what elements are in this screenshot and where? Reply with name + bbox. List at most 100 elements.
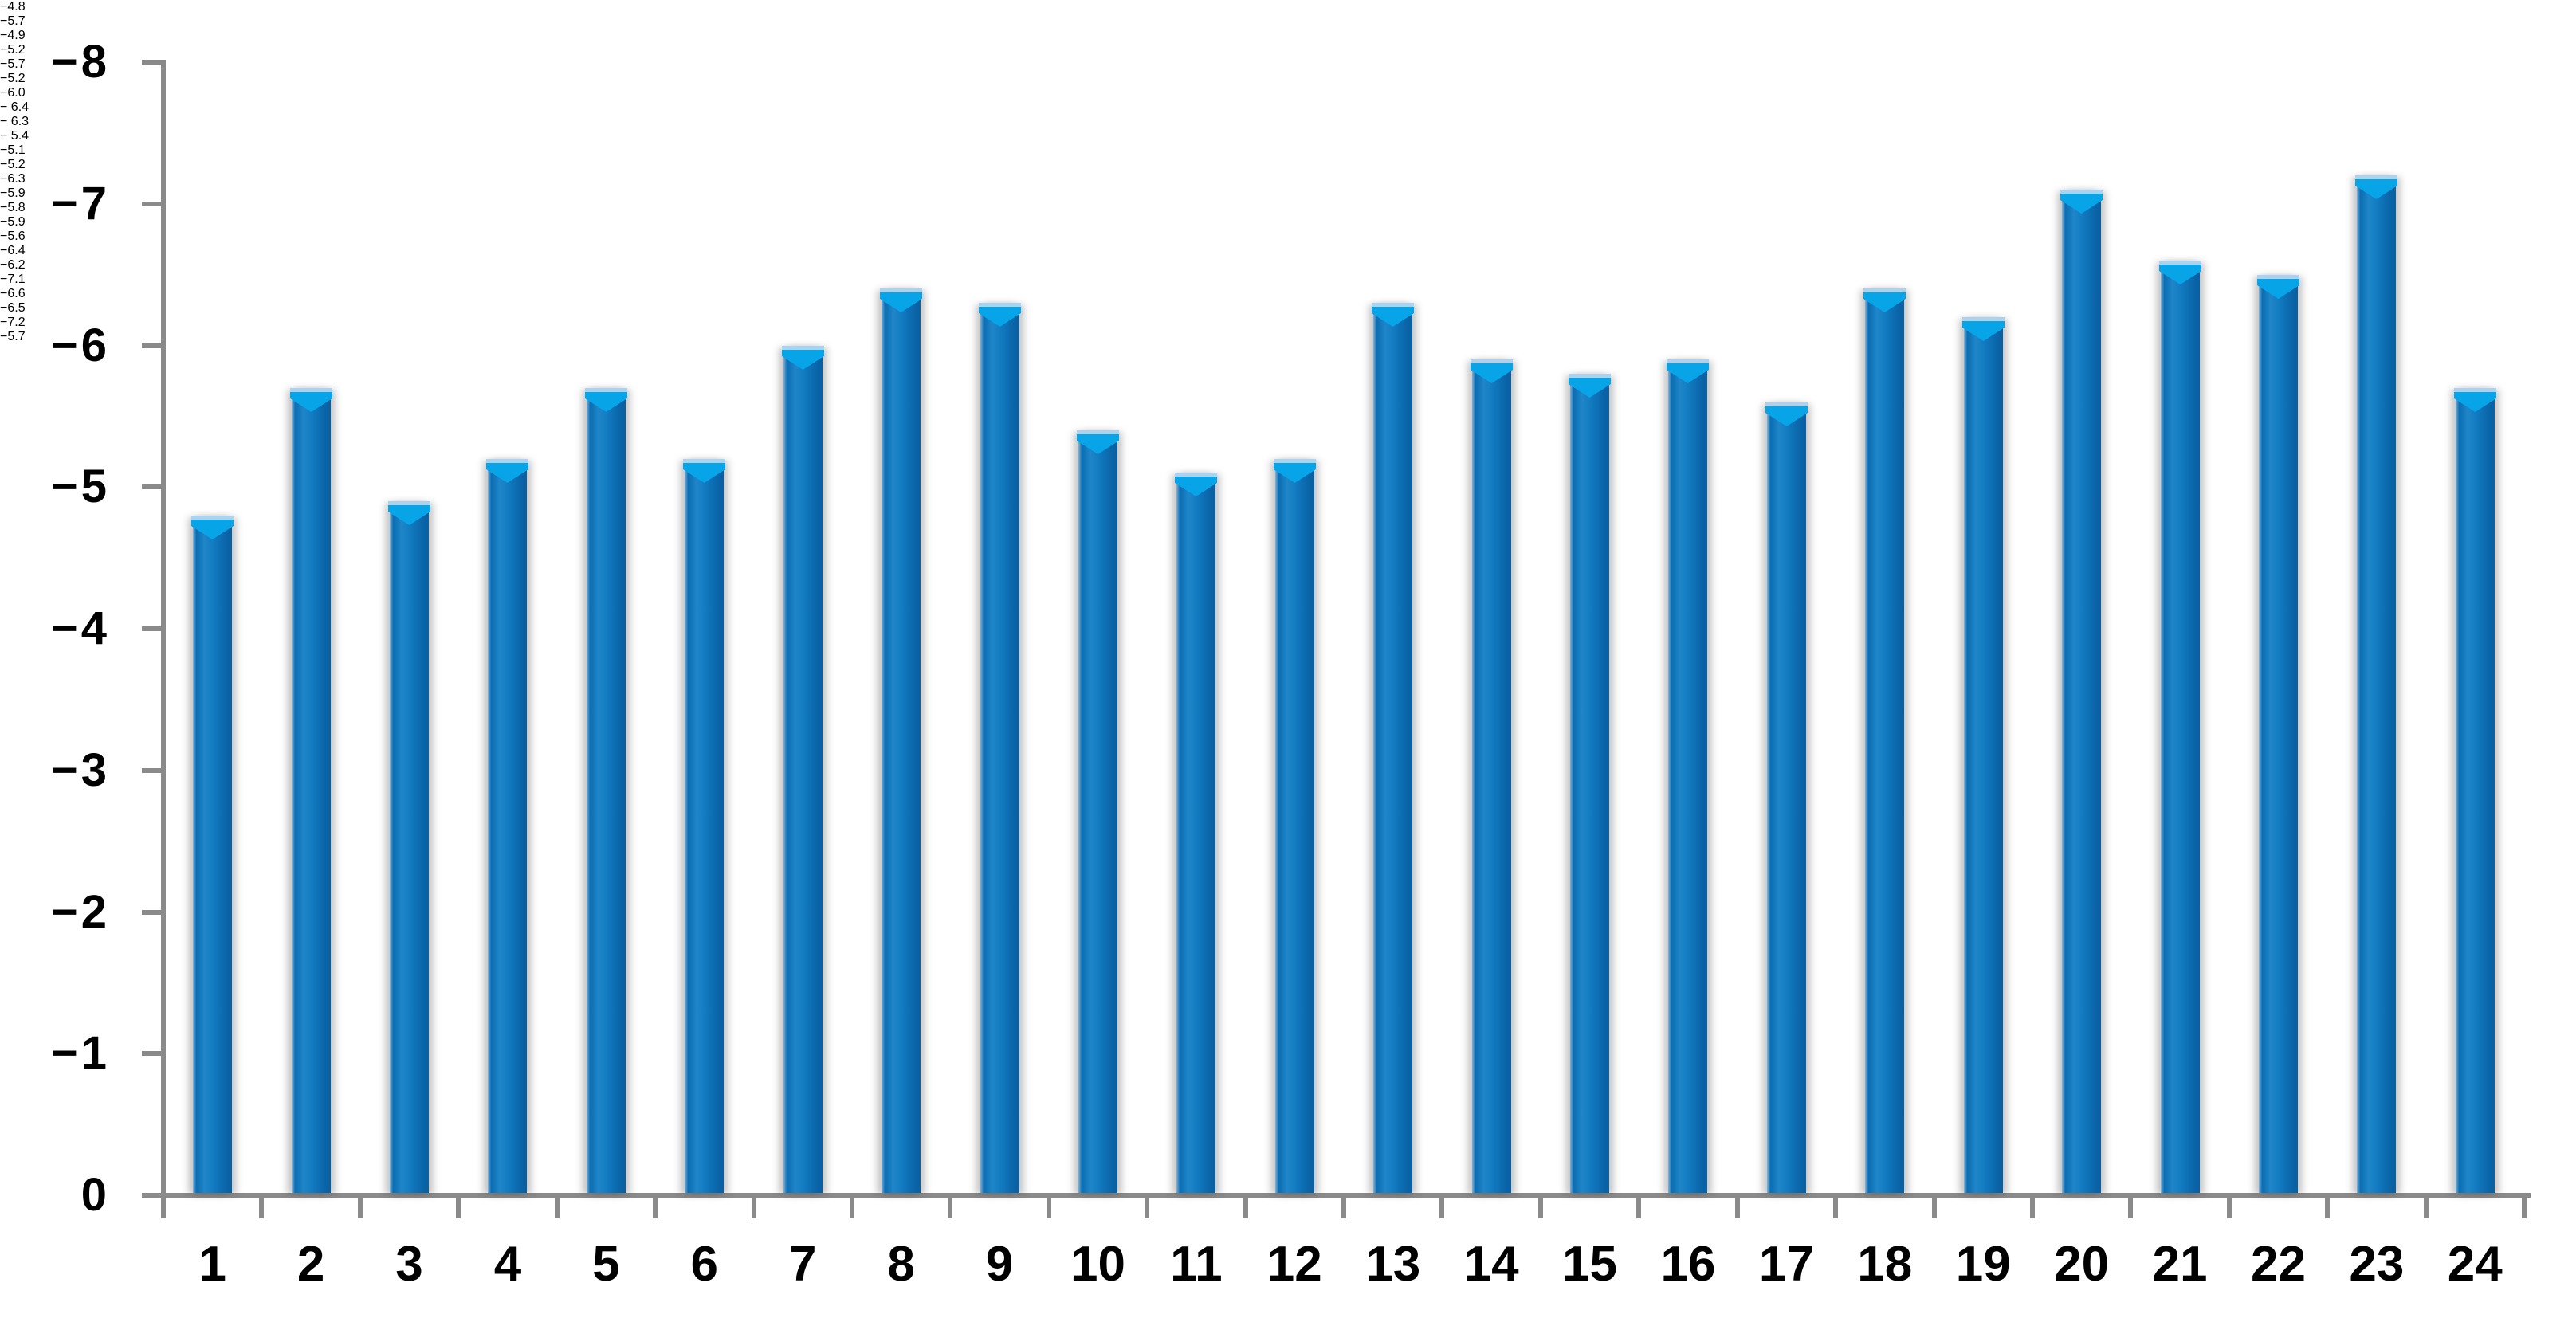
bar-cap xyxy=(781,345,824,370)
bar-value-label: −5.7 xyxy=(0,14,26,28)
y-tick xyxy=(142,909,164,915)
bar-value-label: −5.1 xyxy=(0,143,26,157)
bar xyxy=(1667,359,1710,1193)
bar-value-label: −5.9 xyxy=(0,186,26,200)
bar-value-label: −5.8 xyxy=(0,201,26,214)
x-tick xyxy=(2029,1198,2035,1218)
x-tick xyxy=(1439,1198,1445,1218)
x-tick xyxy=(751,1198,756,1218)
x-tick-label: 6 xyxy=(690,1237,719,1292)
x-tick-label: 10 xyxy=(1070,1237,1125,1292)
y-tick-label: −4 xyxy=(50,602,110,654)
x-tick xyxy=(2226,1198,2232,1218)
y-tick xyxy=(142,767,164,773)
x-tick xyxy=(456,1198,461,1218)
bar-value-label: −6.4 xyxy=(0,244,26,257)
bar-value-label: −4.9 xyxy=(0,29,26,42)
x-tick xyxy=(1341,1198,1346,1218)
y-tick-label: 0 xyxy=(80,1169,110,1221)
x-tick xyxy=(1931,1198,1937,1218)
bar-cap xyxy=(289,387,332,412)
x-tick xyxy=(2423,1198,2429,1218)
bar-cap xyxy=(2060,189,2103,214)
x-tick-label: 18 xyxy=(1857,1237,1913,1292)
bar xyxy=(2256,274,2299,1193)
x-tick xyxy=(2522,1198,2527,1218)
bar xyxy=(683,458,726,1193)
x-tick xyxy=(1833,1198,1839,1218)
bar xyxy=(1569,374,1612,1193)
bar-cap xyxy=(2453,387,2496,412)
bar xyxy=(1470,359,1513,1193)
bar xyxy=(1863,288,1906,1193)
bar-cap xyxy=(880,288,923,313)
bar xyxy=(1076,430,1119,1193)
x-tick-label: 17 xyxy=(1758,1237,1814,1292)
bar-cap xyxy=(191,515,234,539)
y-tick-label: −8 xyxy=(50,36,110,88)
plot-area: 0 −1 −2 −3 −4 −5 −6 −7 −8 −4.8 1 −5.7 2 −4.9 3 −5.2 4 −5.… xyxy=(0,0,2576,1292)
x-tick-label: 16 xyxy=(1660,1237,1716,1292)
bar-value-label: −5.2 xyxy=(0,72,26,85)
bar xyxy=(978,303,1021,1193)
y-tick xyxy=(142,60,164,65)
bar-cap xyxy=(978,303,1021,328)
x-tick-label: 5 xyxy=(592,1237,620,1292)
x-tick xyxy=(259,1198,265,1218)
bar xyxy=(584,387,627,1193)
y-tick xyxy=(142,1193,164,1198)
bar xyxy=(486,458,529,1193)
bar xyxy=(781,345,824,1193)
bar-value-label: − 6.4 xyxy=(0,100,29,114)
bar-value-label: −4.8 xyxy=(0,0,26,14)
x-tick xyxy=(948,1198,953,1218)
x-tick-label: 1 xyxy=(198,1237,226,1292)
bar-value-label: − 5.4 xyxy=(0,129,29,143)
bar-cap xyxy=(1569,374,1612,398)
bar xyxy=(191,515,234,1193)
x-tick-label: 22 xyxy=(2250,1237,2306,1292)
x-tick xyxy=(653,1198,658,1218)
bar-cap xyxy=(1863,288,1906,313)
bar xyxy=(2060,189,2103,1193)
x-tick xyxy=(2128,1198,2134,1218)
bar-cap xyxy=(1273,458,1316,483)
x-tick xyxy=(1145,1198,1150,1218)
bar-cap xyxy=(584,387,627,412)
bar-cap xyxy=(683,458,726,483)
y-tick xyxy=(142,626,164,631)
bar xyxy=(1175,473,1218,1193)
x-tick-label: 20 xyxy=(2054,1237,2110,1292)
x-tick xyxy=(357,1198,363,1218)
x-tick-label: 7 xyxy=(788,1237,817,1292)
x-tick-label: 4 xyxy=(493,1237,522,1292)
x-tick xyxy=(554,1198,560,1218)
bar-cap xyxy=(1961,316,2005,341)
bar-cap xyxy=(1765,402,1808,426)
y-tick xyxy=(142,201,164,206)
bar-cap xyxy=(388,501,431,526)
x-tick xyxy=(1734,1198,1740,1218)
x-tick-label: 24 xyxy=(2447,1237,2503,1292)
bar xyxy=(880,288,923,1193)
bar-value-label: −5.9 xyxy=(0,215,26,229)
bar-value-label: −5.2 xyxy=(0,158,26,171)
bar-cap xyxy=(2256,274,2299,299)
bar xyxy=(1273,458,1316,1193)
x-tick-label: 21 xyxy=(2152,1237,2208,1292)
x-tick-label: 12 xyxy=(1266,1237,1322,1292)
bar xyxy=(2158,260,2201,1193)
x-tick-label: 19 xyxy=(1955,1237,2011,1292)
y-tick-label: −6 xyxy=(50,319,110,371)
x-tick xyxy=(2325,1198,2331,1218)
bar-value-label: −6.3 xyxy=(0,172,26,186)
bar-cap xyxy=(1372,303,1415,328)
bar-value-label: −7.1 xyxy=(0,273,26,286)
bar-cap xyxy=(1076,430,1119,455)
x-tick xyxy=(1636,1198,1642,1218)
x-tick-label: 2 xyxy=(296,1237,325,1292)
bar-cap xyxy=(2355,175,2398,200)
y-tick-label: −1 xyxy=(50,1027,110,1080)
x-tick xyxy=(1243,1198,1248,1218)
y-tick xyxy=(142,343,164,348)
